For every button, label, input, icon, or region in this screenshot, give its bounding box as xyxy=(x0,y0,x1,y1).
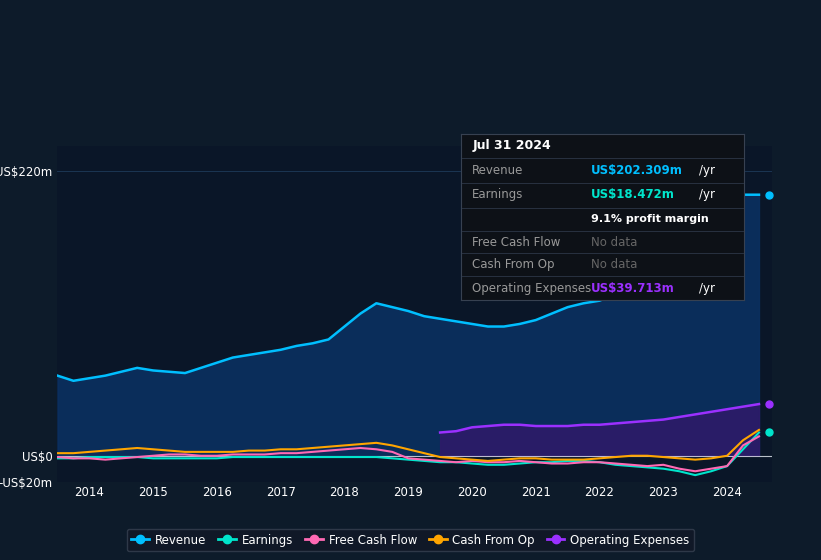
Text: Jul 31 2024: Jul 31 2024 xyxy=(472,139,551,152)
Text: US$18.472m: US$18.472m xyxy=(591,188,675,201)
Text: /yr: /yr xyxy=(699,164,715,178)
Text: Cash From Op: Cash From Op xyxy=(472,258,555,272)
Text: Operating Expenses: Operating Expenses xyxy=(472,282,592,295)
Text: No data: No data xyxy=(591,258,638,272)
Text: /yr: /yr xyxy=(699,282,715,295)
Text: No data: No data xyxy=(591,236,638,249)
Text: US$202.309m: US$202.309m xyxy=(591,164,683,178)
Text: Earnings: Earnings xyxy=(472,188,524,201)
Legend: Revenue, Earnings, Free Cash Flow, Cash From Op, Operating Expenses: Revenue, Earnings, Free Cash Flow, Cash … xyxy=(126,529,695,551)
Text: Free Cash Flow: Free Cash Flow xyxy=(472,236,561,249)
Text: US$39.713m: US$39.713m xyxy=(591,282,675,295)
Text: /yr: /yr xyxy=(699,188,715,201)
Text: 9.1% profit margin: 9.1% profit margin xyxy=(591,214,709,223)
Text: Revenue: Revenue xyxy=(472,164,524,178)
